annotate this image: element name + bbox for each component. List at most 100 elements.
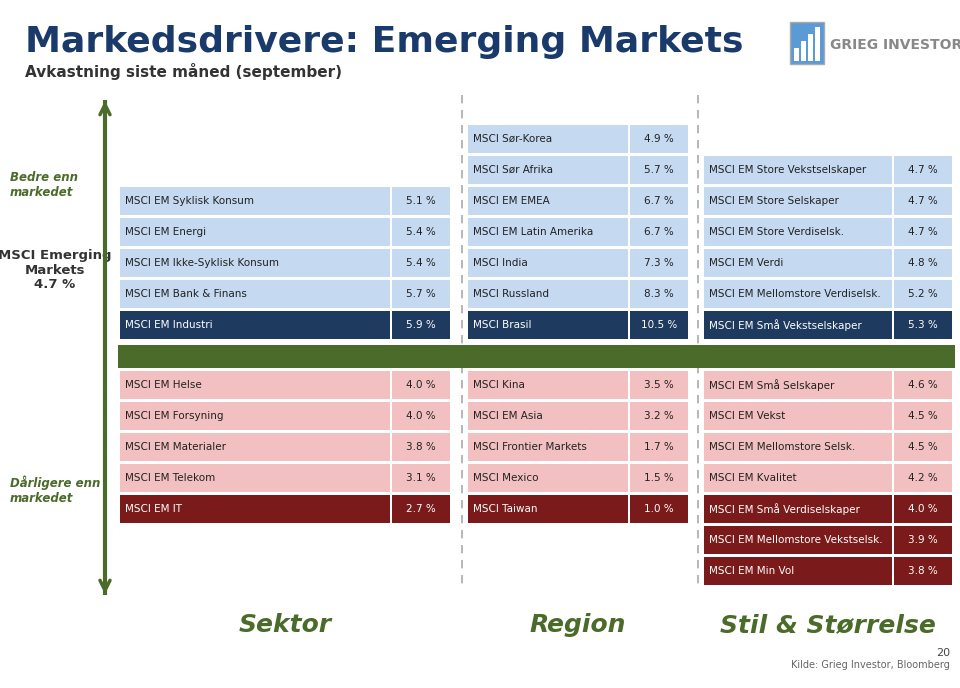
Bar [704,557,892,585]
Text: MSCI EM Helse: MSCI EM Helse [125,380,202,390]
Bar [894,402,952,430]
Text: 4.0 %: 4.0 % [406,411,436,421]
Text: MSCI EM Asia: MSCI EM Asia [473,411,542,421]
Bar [392,249,450,277]
Bar [894,249,952,277]
Bar [468,218,628,246]
Text: Kilde: Grieg Investor, Bloomberg: Kilde: Grieg Investor, Bloomberg [791,660,950,670]
Bar [630,433,688,461]
Bar [630,311,688,339]
Bar [704,156,892,184]
Text: 4.6 %: 4.6 % [908,380,938,390]
Bar [894,371,952,399]
Text: 2.7 %: 2.7 % [406,504,436,514]
Bar [704,311,892,339]
Text: MSCI EM Kvalitet: MSCI EM Kvalitet [709,473,797,483]
Bar [894,557,952,585]
Text: MSCI EM Verdi: MSCI EM Verdi [709,258,783,268]
Text: 1.5 %: 1.5 % [644,473,674,483]
Text: 4.7 %: 4.7 % [908,227,938,237]
Text: MSCI EM Store Selskaper: MSCI EM Store Selskaper [709,196,839,206]
Text: 4.5 %: 4.5 % [908,411,938,421]
Text: 5.1 %: 5.1 % [406,196,436,206]
Bar [118,345,955,368]
Bar [704,249,892,277]
Text: 3.8 %: 3.8 % [406,442,436,452]
Text: MSCI EM Mellomstore Selsk.: MSCI EM Mellomstore Selsk. [709,442,855,452]
Text: MSCI India: MSCI India [473,258,528,268]
Text: MSCI EM Materialer: MSCI EM Materialer [125,442,226,452]
Text: Sektor: Sektor [238,613,331,637]
Bar [704,218,892,246]
Bar [468,464,628,492]
Bar [630,218,688,246]
Text: 5.4 %: 5.4 % [406,258,436,268]
Text: 1.0 %: 1.0 % [644,504,674,514]
Text: 8.3 %: 8.3 % [644,289,674,299]
Text: MSCI Sør Afrika: MSCI Sør Afrika [473,165,553,175]
Bar [392,495,450,523]
Text: 3.5 %: 3.5 % [644,380,674,390]
Bar [790,22,824,64]
Bar [468,433,628,461]
Text: MSCI Brasil: MSCI Brasil [473,320,532,330]
Text: 6.7 %: 6.7 % [644,227,674,237]
Bar [630,187,688,215]
Bar [808,34,813,61]
Text: 5.7 %: 5.7 % [406,289,436,299]
Bar [704,433,892,461]
Text: 1.7 %: 1.7 % [644,442,674,452]
Bar [392,311,450,339]
Bar [120,218,390,246]
Text: Bedre enn
markedet: Bedre enn markedet [10,171,78,199]
Bar [120,402,390,430]
Text: 4.5 %: 4.5 % [908,442,938,452]
Bar [120,433,390,461]
Text: 3.1 %: 3.1 % [406,473,436,483]
Bar [468,402,628,430]
Bar [630,464,688,492]
Text: 4.0 %: 4.0 % [908,504,938,514]
Text: 4.2 %: 4.2 % [908,473,938,483]
Bar [704,371,892,399]
Text: Stil & Størrelse: Stil & Størrelse [720,613,936,637]
Bar [630,402,688,430]
Bar [120,249,390,277]
Bar [801,41,806,61]
Bar [468,125,628,153]
Bar [794,48,799,61]
Bar [704,402,892,430]
Text: MSCI EM Energi: MSCI EM Energi [125,227,206,237]
Bar [894,187,952,215]
Text: MSCI EM Syklisk Konsum: MSCI EM Syklisk Konsum [125,196,254,206]
Bar [630,156,688,184]
Text: MSCI EM Mellomstore Verdiselsk.: MSCI EM Mellomstore Verdiselsk. [709,289,880,299]
Bar [392,187,450,215]
Text: MSCI EM Telekom: MSCI EM Telekom [125,473,215,483]
Bar [120,495,390,523]
Text: MSCI Sør-Korea: MSCI Sør-Korea [473,134,552,144]
Bar [894,311,952,339]
Text: MSCI Emerging
Markets
4.7 %: MSCI Emerging Markets 4.7 % [0,248,111,292]
Text: MSCI EM Store Verdiselsk.: MSCI EM Store Verdiselsk. [709,227,844,237]
Text: 7.3 %: 7.3 % [644,258,674,268]
Bar [630,371,688,399]
Text: Markedsdrivere: Emerging Markets: Markedsdrivere: Emerging Markets [25,25,743,59]
Bar [815,27,820,61]
Text: 5.4 %: 5.4 % [406,227,436,237]
Text: Region: Region [530,613,626,637]
Text: MSCI Kina: MSCI Kina [473,380,525,390]
Bar [704,280,892,308]
Bar [392,218,450,246]
Bar [894,218,952,246]
Bar [894,280,952,308]
Bar [468,156,628,184]
Bar [120,187,390,215]
Bar [468,187,628,215]
Bar [120,464,390,492]
Bar [894,464,952,492]
Text: MSCI EM Små Vekstselskaper: MSCI EM Små Vekstselskaper [709,319,862,331]
Bar [704,187,892,215]
Bar [392,433,450,461]
Text: 4.7 %: 4.7 % [908,165,938,175]
